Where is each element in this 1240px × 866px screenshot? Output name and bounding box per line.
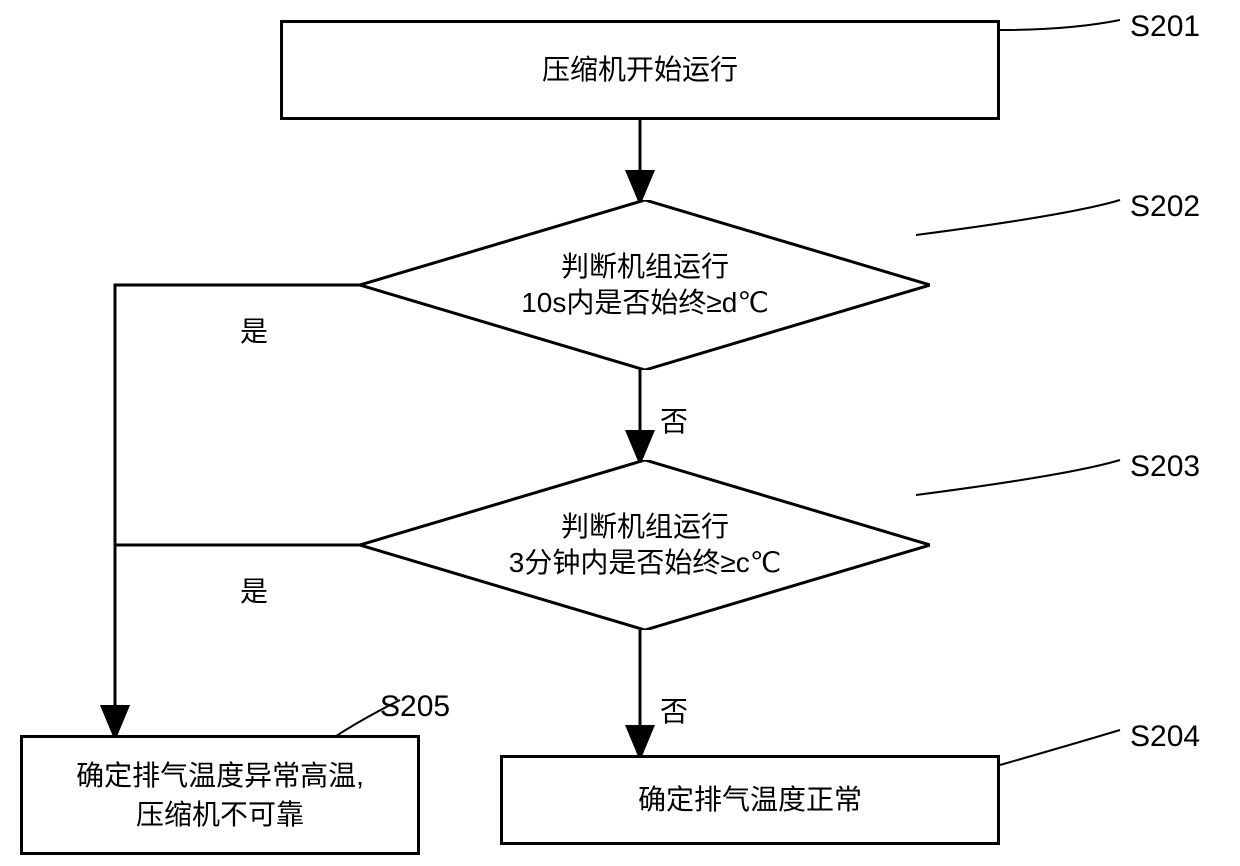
node-normal: 确定排气温度正常 xyxy=(500,755,1000,845)
node-abnormal-line1: 确定排气温度异常高温, xyxy=(76,756,364,795)
edge-label-no-1: 否 xyxy=(660,400,688,440)
label-s203: S203 xyxy=(1130,450,1200,484)
node-decision-10s: 判断机组运行 10s内是否始终≥d℃ xyxy=(360,200,930,370)
edge-label-yes-1: 是 xyxy=(240,310,268,350)
label-s202: S202 xyxy=(1130,190,1200,224)
label-s201: S201 xyxy=(1130,10,1200,44)
label-s204: S204 xyxy=(1130,720,1200,754)
node-d2-line1: 判断机组运行 xyxy=(561,509,729,545)
label-s205: S205 xyxy=(380,690,450,724)
edge-label-yes-2: 是 xyxy=(240,570,268,610)
node-start: 压缩机开始运行 xyxy=(280,20,1000,120)
node-normal-text: 确定排气温度正常 xyxy=(638,780,862,819)
flowchart-canvas: 压缩机开始运行 S201 判断机组运行 10s内是否始终≥d℃ S202 判断机… xyxy=(0,0,1240,866)
edge-label-no-2: 否 xyxy=(660,690,688,730)
node-d1-line2: 10s内是否始终≥d℃ xyxy=(521,285,769,321)
node-abnormal: 确定排气温度异常高温, 压缩机不可靠 xyxy=(20,735,420,855)
node-start-text: 压缩机开始运行 xyxy=(542,50,738,89)
node-decision-3min: 判断机组运行 3分钟内是否始终≥c℃ xyxy=(360,460,930,630)
node-abnormal-line2: 压缩机不可靠 xyxy=(136,795,304,834)
node-d2-line2: 3分钟内是否始终≥c℃ xyxy=(509,545,781,581)
node-d1-line1: 判断机组运行 xyxy=(561,249,729,285)
